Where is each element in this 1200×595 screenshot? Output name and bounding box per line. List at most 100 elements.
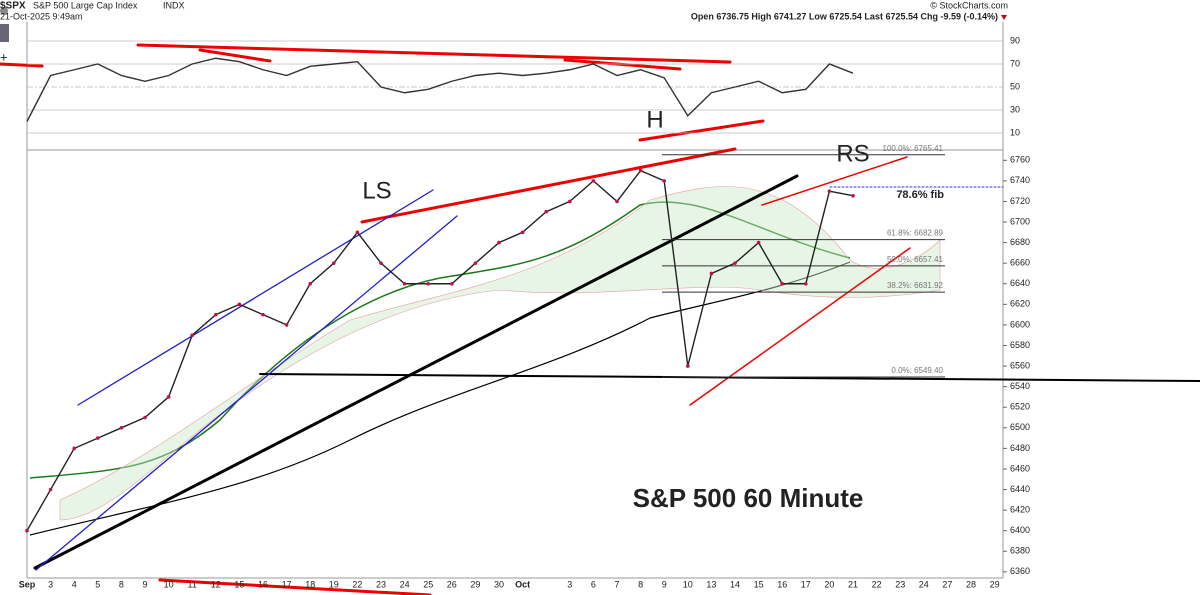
x-tick-label: 16 xyxy=(777,579,787,589)
x-tick-label: 8 xyxy=(119,579,124,589)
x-tick-label: 15 xyxy=(754,579,764,589)
x-tick-label: 9 xyxy=(662,579,667,589)
price-point xyxy=(190,333,194,338)
price-point xyxy=(72,446,76,451)
x-tick-label: 25 xyxy=(423,579,433,589)
x-tick-label: 5 xyxy=(95,579,100,589)
price-point xyxy=(379,261,383,265)
price-point xyxy=(119,426,124,430)
moving-average-200 xyxy=(29,261,851,536)
price-point xyxy=(497,240,501,245)
wedge-bottom xyxy=(689,247,911,406)
y-tick-label: 6360 xyxy=(1010,566,1030,576)
x-tick-label: 12 xyxy=(211,579,221,589)
x-tick-label: 4 xyxy=(72,579,77,589)
ichimoku-cloud xyxy=(59,186,941,521)
price-point xyxy=(827,189,832,193)
source: © StockCharts.com xyxy=(930,0,1008,10)
chart-title: S&P 500 60 Minute xyxy=(633,483,864,513)
x-tick-label: 19 xyxy=(329,579,339,589)
resistance-line xyxy=(360,147,737,224)
date: 21-Oct-2025 9:49am xyxy=(0,11,83,21)
price-point xyxy=(733,261,737,265)
x-tick-label: 22 xyxy=(872,579,882,589)
y-tick-label: 6740 xyxy=(1010,175,1030,185)
down-arrow xyxy=(1001,15,1007,20)
x-tick-label: 23 xyxy=(895,579,905,589)
price-point xyxy=(261,312,265,317)
y-tick-label: 6400 xyxy=(1010,525,1030,535)
x-tick-label: 29 xyxy=(470,579,480,589)
price-point xyxy=(851,193,855,198)
price-point xyxy=(426,281,431,286)
trendlines xyxy=(0,43,1200,595)
x-tick-label: 23 xyxy=(376,579,386,589)
y-tick-label: 6620 xyxy=(1010,299,1030,309)
y-tick-label: 6720 xyxy=(1010,196,1030,206)
fib-label: 38.2%: 6631.92 xyxy=(887,281,944,290)
price-point xyxy=(96,436,100,440)
channel-top xyxy=(77,189,434,406)
moving-average-50 xyxy=(29,201,851,479)
x-tick-label: 18 xyxy=(305,579,315,589)
price-point xyxy=(544,209,548,214)
y-tick-label: 6540 xyxy=(1010,381,1030,391)
x-tick-label: 17 xyxy=(282,579,292,589)
price-point xyxy=(450,281,454,286)
annotation-h: H xyxy=(646,106,663,133)
rsi-trendline xyxy=(136,43,732,64)
price-point xyxy=(591,179,596,183)
fib-label: 50.0%: 6657.41 xyxy=(887,255,944,264)
x-tick-label: 24 xyxy=(400,579,410,589)
price-point xyxy=(166,395,171,399)
y-tick-label: 6480 xyxy=(1010,443,1030,453)
y-tick-label: 6560 xyxy=(1010,360,1030,370)
price-point xyxy=(780,281,784,286)
x-tick-label: 13 xyxy=(706,579,716,589)
price-point xyxy=(284,323,289,327)
settings-icon[interactable] xyxy=(0,7,8,15)
quote: Open 6736.75 High 6741.27 Low 6725.54 La… xyxy=(691,11,998,21)
neckline xyxy=(33,174,799,570)
x-tick-label: 9 xyxy=(142,579,147,589)
price-point xyxy=(638,168,643,173)
add-icon[interactable]: + xyxy=(0,49,8,64)
rsi-tick-label: 70 xyxy=(1010,58,1020,68)
panel-icon[interactable] xyxy=(0,24,9,42)
price-point xyxy=(615,199,619,204)
y-tick-label: 6460 xyxy=(1010,463,1030,473)
fib-label: 100.0%: 6765.41 xyxy=(883,144,944,153)
price-point xyxy=(25,528,29,533)
price-point xyxy=(568,199,572,204)
channel-bottom xyxy=(35,215,458,571)
exchange: INDX xyxy=(163,0,185,10)
y-tick-label: 6500 xyxy=(1010,422,1030,432)
rsi-tick-label: 90 xyxy=(1010,35,1020,45)
x-tick-label: 22 xyxy=(352,579,362,589)
fib-label: 61.8%: 6682.89 xyxy=(887,229,944,238)
toolbar[interactable]: + xyxy=(0,7,9,64)
rsi-tick-label: 30 xyxy=(1010,104,1020,114)
price-point xyxy=(804,281,808,286)
x-tick-label: 10 xyxy=(683,579,693,589)
x-tick-label: 24 xyxy=(919,579,929,589)
price-point xyxy=(520,230,525,235)
price-point xyxy=(402,281,407,286)
price-point xyxy=(756,240,761,245)
x-tick-label: 20 xyxy=(824,579,834,589)
rsi-trendline xyxy=(563,58,682,71)
y-tick-label: 6640 xyxy=(1010,278,1030,288)
support-line xyxy=(259,373,1200,382)
y-tick-label: 6660 xyxy=(1010,258,1030,268)
x-tick-label: 3 xyxy=(567,579,572,589)
rsi-line xyxy=(26,57,854,122)
price-point xyxy=(355,230,360,235)
price-point xyxy=(473,261,478,265)
x-tick-label: 15 xyxy=(234,579,244,589)
x-tick-label: 7 xyxy=(614,579,619,589)
fib-label: 0.0%: 6549.40 xyxy=(891,366,943,375)
rsi-trendline xyxy=(198,48,272,63)
price-point xyxy=(308,281,313,286)
rsi-tick-label: 10 xyxy=(1010,127,1020,137)
